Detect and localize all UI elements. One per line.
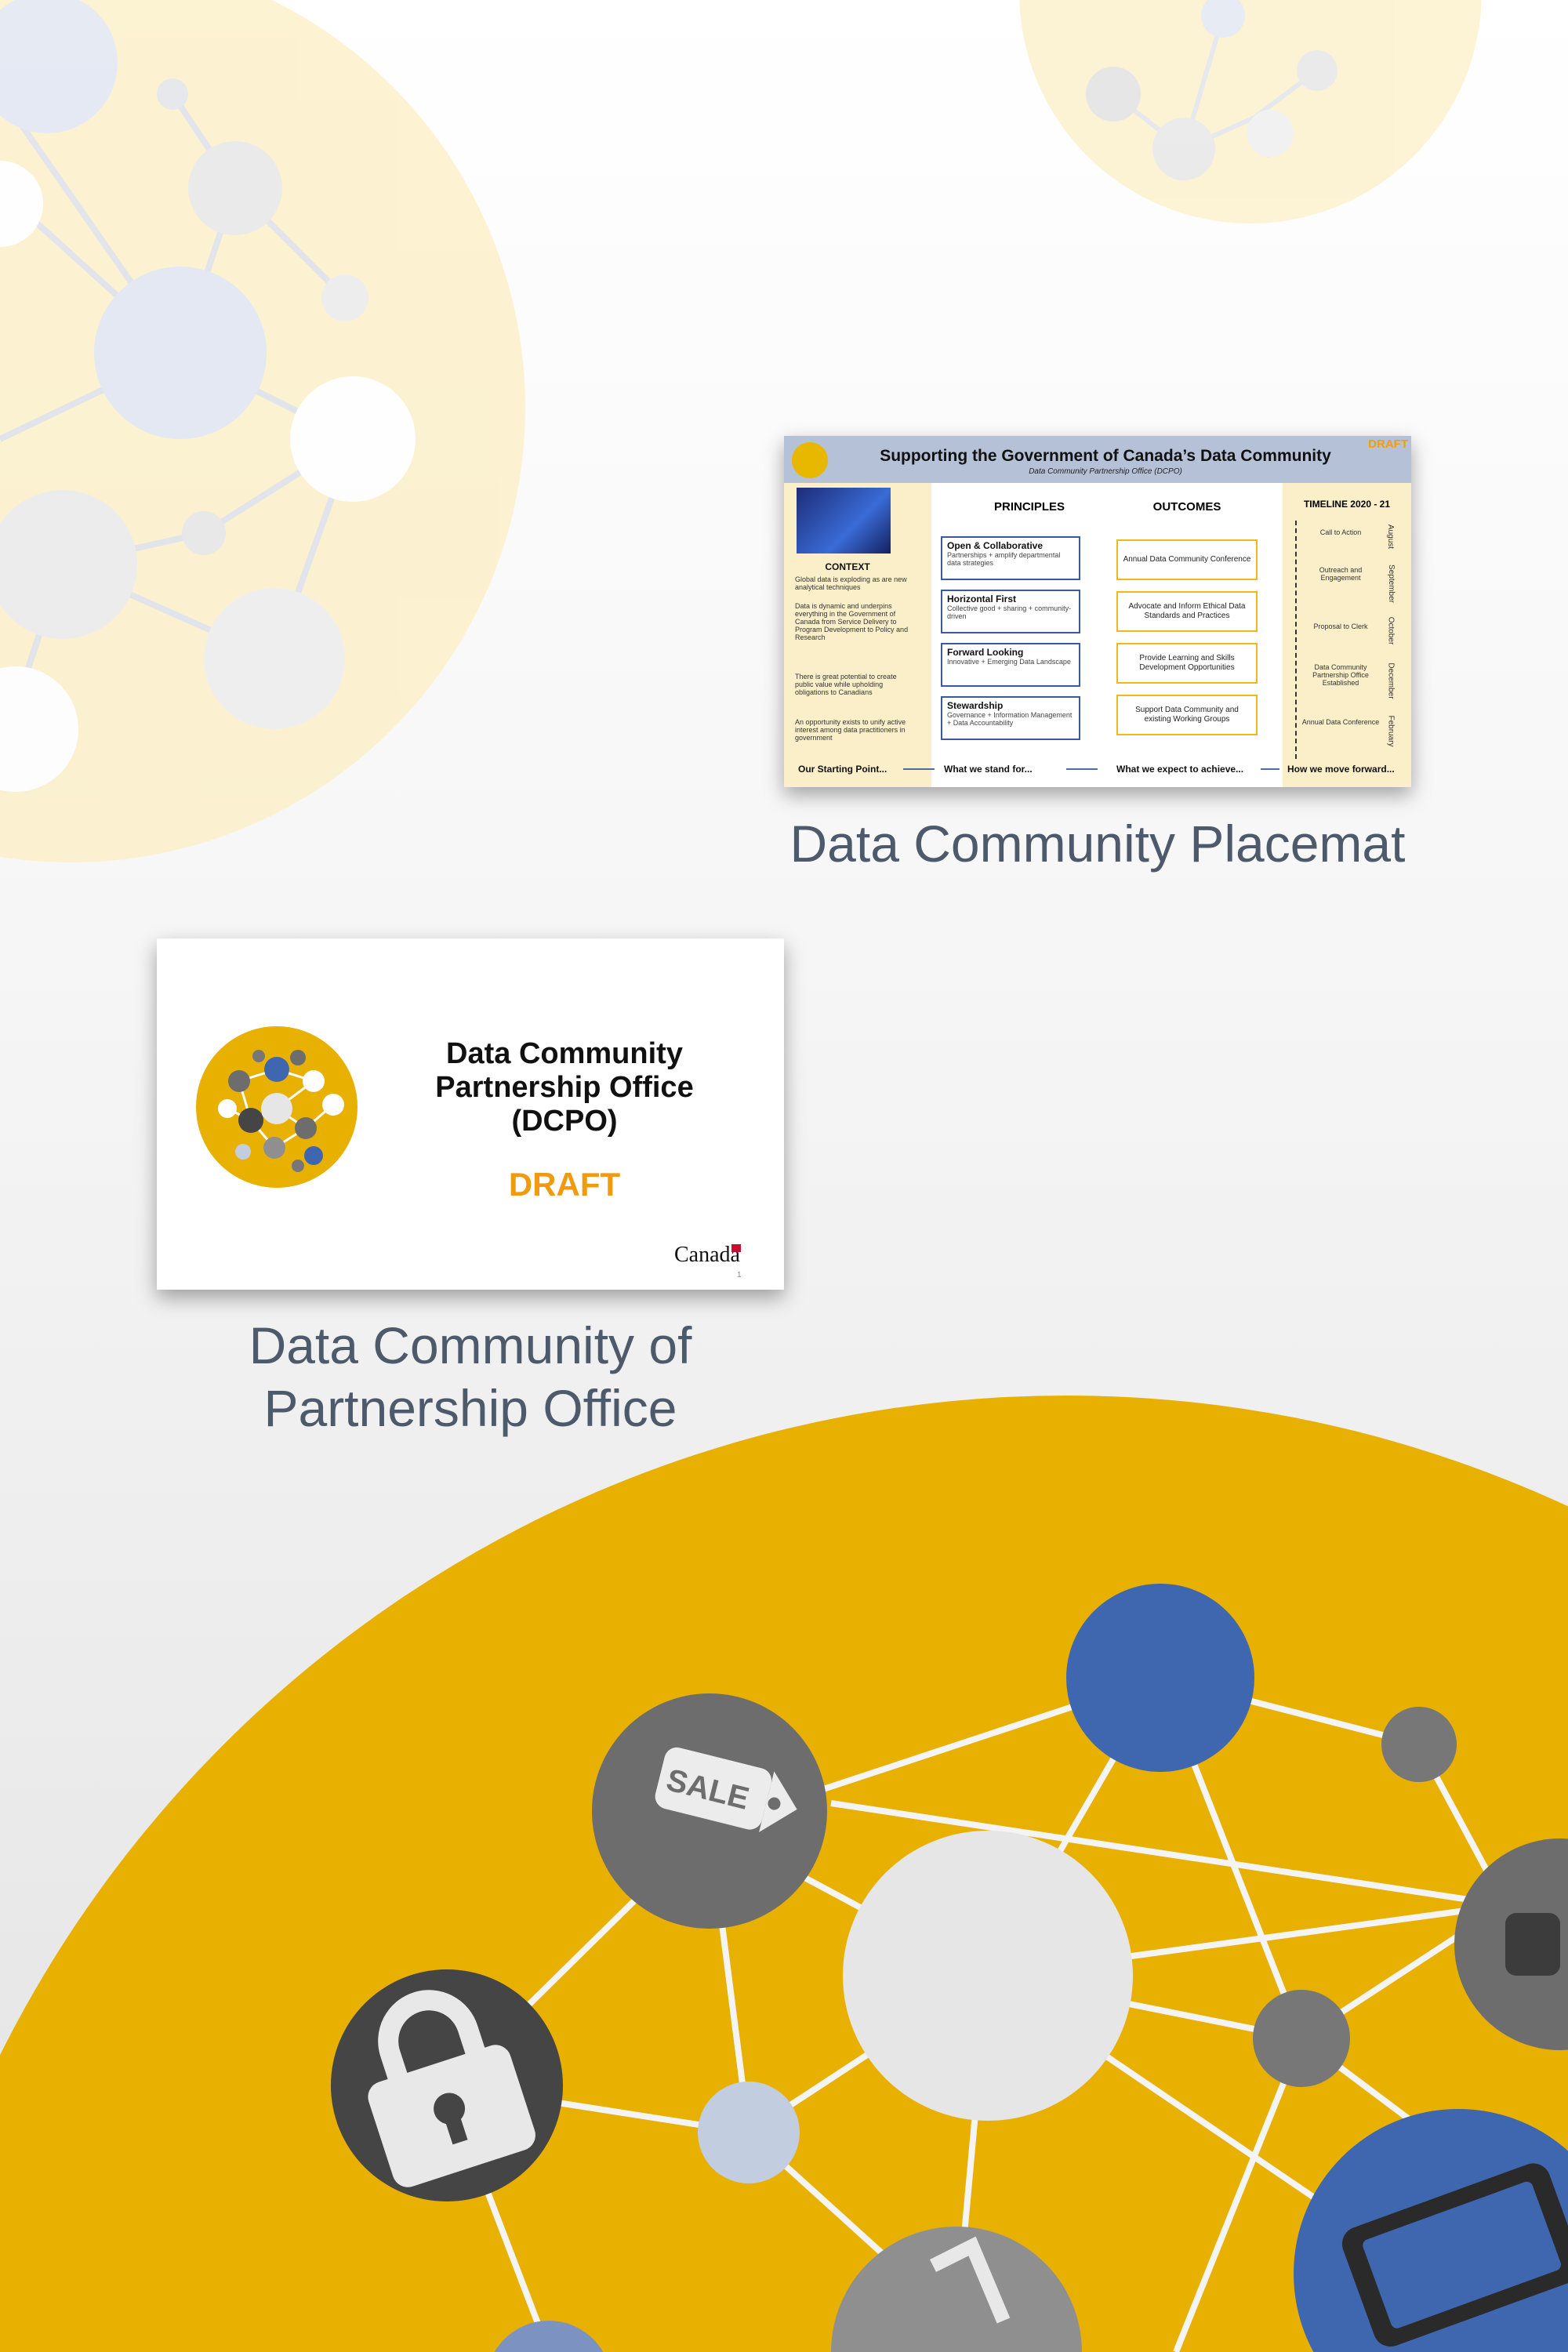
timeline-event: Outreach and Engagement [1319,566,1363,582]
top-left-network [0,0,525,862]
timeline-event: Proposal to Clerk [1313,622,1368,630]
context-heading: CONTEXT [825,561,870,572]
footer-label: What we expect to achieve... [1116,764,1244,775]
timeline-month: September [1386,564,1396,603]
flag-icon [731,1244,741,1252]
top-right-network [1019,0,1482,223]
footer-label: Our Starting Point... [798,764,887,775]
context-paragraph: There is great potential to create publi… [795,673,897,696]
gear-icon [188,141,282,235]
context-illustration [797,488,891,554]
principle-title: Stewardship [947,700,1004,711]
context-paragraph: An opportunity exists to unify active in… [795,718,906,742]
timeline-panel [1283,483,1411,787]
outcome-box: Support Data Community and existing Work… [1116,695,1258,735]
outcome-box: Advocate and Inform Ethical Data Standar… [1116,591,1258,632]
principle-title: Horizontal First [947,593,1017,604]
bottom-network: SALE [0,1396,1568,2352]
principle-desc: Partnerships + amplify departmental data… [947,551,1061,567]
placemat-draft-label: DRAFT [1368,437,1408,451]
principle-box: Stewardship Governance + Information Man… [941,696,1080,740]
slide-draft-label: DRAFT [508,1166,621,1203]
footer-label: What we stand for... [944,764,1033,775]
principle-box: Horizontal First Collective good + shari… [941,590,1080,633]
timeline-month: October [1386,616,1396,644]
canada-wordmark: Canada [674,1243,740,1267]
context-paragraph: Data is dynamic and underpins everything… [795,602,909,641]
placemat-title: Supporting the Government of Canada’s Da… [880,447,1331,465]
context-paragraph: Global data is exploding as are new anal… [795,575,907,591]
placemat-header [784,436,1411,483]
timeline-event: Data Community Partnership Office Establ… [1312,663,1369,687]
timeline-event: Annual Data Conference [1301,718,1380,726]
principle-box: Open & Collaborative Partnerships + ampl… [941,536,1080,580]
network-logo-icon [792,442,828,478]
footer-label: How we move forward... [1287,764,1395,775]
timeline-month: February [1386,714,1396,747]
timeline-event: Call to Action [1319,528,1362,536]
timeline-heading: TIMELINE 2020 - 21 [1303,499,1391,510]
footer-arrow [903,768,935,770]
placemat-subtitle: Data Community Partnership Office (DCPO) [1029,467,1182,476]
timeline-line [1295,521,1297,759]
principle-desc: Innovative + Emerging Data Landscape [947,658,1071,666]
principle-title: Forward Looking [947,647,1024,658]
principle-desc: Governance + Information Management + Da… [947,711,1073,727]
title-slide-thumbnail[interactable]: Data Community Partnership Office (DCPO)… [157,938,784,1290]
footer-arrow [1261,768,1279,770]
principle-title: Open & Collaborative [947,540,1044,551]
timeline-month: December [1386,662,1396,699]
principles-heading: PRINCIPLES [993,500,1065,514]
placemat-caption[interactable]: Data Community Placemat [789,815,1406,873]
outcomes-heading: OUTCOMES [1152,500,1221,514]
outcome-box: Annual Data Community Conference [1116,539,1258,580]
network-logo-icon [196,1026,358,1188]
slide-caption[interactable]: Data Community of Partnership Office [249,1316,692,1437]
clock-24-7-icon [0,490,137,639]
slide-title: Data Community Partnership Office (DCPO) [435,1037,694,1138]
principle-box: Forward Looking Innovative + Emerging Da… [941,643,1080,687]
footer-arrow [1066,768,1098,770]
tablet-icon [204,588,345,729]
timeline-month: August [1386,524,1396,549]
slide-page-number: 1 [737,1271,742,1279]
outcome-box: Provide Learning and Skills Development … [1116,643,1258,684]
smartphone-icon [94,267,267,439]
shopping-cart-icon [1086,67,1141,122]
principle-desc: Collective good + sharing + community-dr… [947,604,1072,620]
padlock-icon [1152,118,1215,180]
shopping-cart-icon [831,2227,1082,2352]
placemat-thumbnail[interactable]: Supporting the Government of Canada’s Da… [784,436,1411,787]
